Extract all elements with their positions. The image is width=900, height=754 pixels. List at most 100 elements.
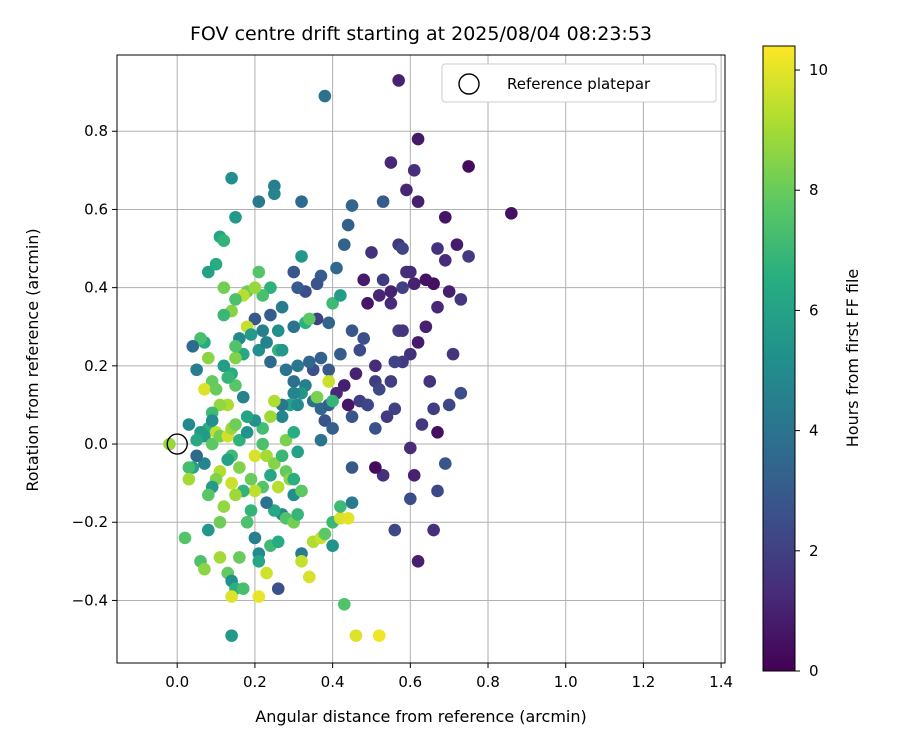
data-point bbox=[201, 523, 215, 537]
data-point bbox=[341, 398, 355, 412]
data-point bbox=[244, 504, 258, 517]
reference-marker-icon bbox=[458, 73, 480, 95]
data-point bbox=[209, 257, 223, 271]
data-point bbox=[334, 289, 347, 302]
data-point bbox=[310, 390, 324, 404]
x-tick-label: 1.4 bbox=[709, 673, 733, 691]
data-point bbox=[318, 527, 332, 541]
data-point bbox=[372, 289, 386, 302]
data-point bbox=[229, 351, 242, 365]
data-point bbox=[314, 433, 328, 447]
data-point bbox=[419, 273, 433, 287]
data-point bbox=[225, 590, 238, 603]
data-point bbox=[229, 379, 242, 392]
data-point bbox=[229, 418, 242, 431]
data-point bbox=[287, 375, 301, 388]
data-point bbox=[446, 347, 460, 361]
data-point bbox=[372, 629, 386, 642]
data-point bbox=[217, 234, 231, 248]
data-point bbox=[291, 508, 304, 521]
data-point bbox=[268, 457, 281, 470]
data-point bbox=[376, 273, 390, 287]
data-point bbox=[462, 160, 475, 173]
data-point bbox=[291, 445, 304, 459]
data-point bbox=[287, 386, 301, 400]
colorbar-tick-label: 8 bbox=[809, 181, 819, 199]
colorbar-tick-label: 10 bbox=[809, 61, 828, 79]
data-point bbox=[396, 324, 409, 337]
data-point bbox=[462, 250, 475, 263]
data-point bbox=[252, 590, 266, 603]
data-point bbox=[411, 132, 425, 146]
y-tick-label: 0.2 bbox=[84, 357, 108, 375]
data-point bbox=[271, 480, 285, 494]
data-point bbox=[229, 210, 242, 224]
y-tick-label: 0.6 bbox=[84, 200, 108, 218]
data-point bbox=[248, 281, 262, 294]
data-point bbox=[201, 265, 215, 279]
data-point bbox=[248, 449, 262, 463]
y-tick-label: 0.0 bbox=[84, 435, 108, 453]
data-point bbox=[411, 336, 425, 349]
colorbar-label: Hours from first FF file bbox=[843, 269, 862, 448]
data-point bbox=[404, 347, 417, 361]
colorbar-ticks: 0 2 4 6 8 10 bbox=[795, 61, 828, 680]
data-point bbox=[303, 355, 316, 369]
data-point bbox=[431, 484, 444, 498]
data-point bbox=[264, 355, 277, 369]
data-point bbox=[345, 199, 359, 212]
data-point bbox=[415, 418, 429, 431]
data-point bbox=[330, 261, 343, 275]
data-point bbox=[404, 441, 417, 455]
data-point bbox=[240, 515, 254, 529]
x-tick-label: 0.6 bbox=[398, 673, 422, 691]
data-point bbox=[275, 449, 289, 463]
data-point bbox=[357, 332, 370, 345]
data-point bbox=[369, 422, 382, 435]
data-point bbox=[213, 515, 227, 529]
data-point bbox=[186, 339, 200, 353]
colorbar-gradient bbox=[762, 45, 796, 672]
data-point bbox=[287, 472, 301, 486]
data-point bbox=[388, 355, 402, 369]
y-tick-label: −0.4 bbox=[72, 591, 108, 609]
data-point bbox=[225, 629, 238, 642]
data-point bbox=[407, 277, 421, 291]
colorbar-tick-label: 2 bbox=[809, 542, 819, 560]
data-point bbox=[256, 324, 269, 337]
data-point bbox=[384, 285, 398, 298]
data-point bbox=[361, 296, 374, 310]
data-point bbox=[248, 484, 262, 498]
x-tick-label: 0.8 bbox=[476, 673, 500, 691]
data-point bbox=[291, 281, 304, 294]
data-point bbox=[268, 187, 281, 201]
data-point bbox=[442, 285, 456, 298]
data-point bbox=[334, 500, 347, 513]
legend-entry-reference: Reference platepar bbox=[507, 75, 651, 93]
data-point bbox=[182, 461, 196, 474]
data-point bbox=[268, 504, 281, 517]
data-point bbox=[240, 426, 254, 439]
x-tick-label: 0.0 bbox=[165, 673, 189, 691]
data-point bbox=[190, 363, 203, 377]
data-point bbox=[271, 582, 285, 596]
data-point bbox=[252, 343, 266, 357]
data-point bbox=[248, 531, 262, 545]
data-point bbox=[225, 476, 238, 490]
data-point bbox=[372, 383, 386, 396]
data-point bbox=[221, 371, 235, 384]
data-point bbox=[326, 296, 339, 310]
x-tick-label: 1.0 bbox=[554, 673, 578, 691]
data-point bbox=[318, 414, 332, 427]
data-point bbox=[337, 379, 351, 392]
colorbar-tick-label: 4 bbox=[809, 422, 819, 440]
data-point bbox=[260, 449, 273, 463]
data-point bbox=[287, 320, 301, 334]
data-point bbox=[225, 171, 238, 185]
data-point bbox=[303, 570, 316, 584]
x-axis-label: Angular distance from reference (arcmin) bbox=[255, 707, 586, 726]
legend: Reference platepar bbox=[441, 63, 717, 103]
data-point bbox=[326, 422, 339, 435]
data-point bbox=[369, 461, 382, 474]
